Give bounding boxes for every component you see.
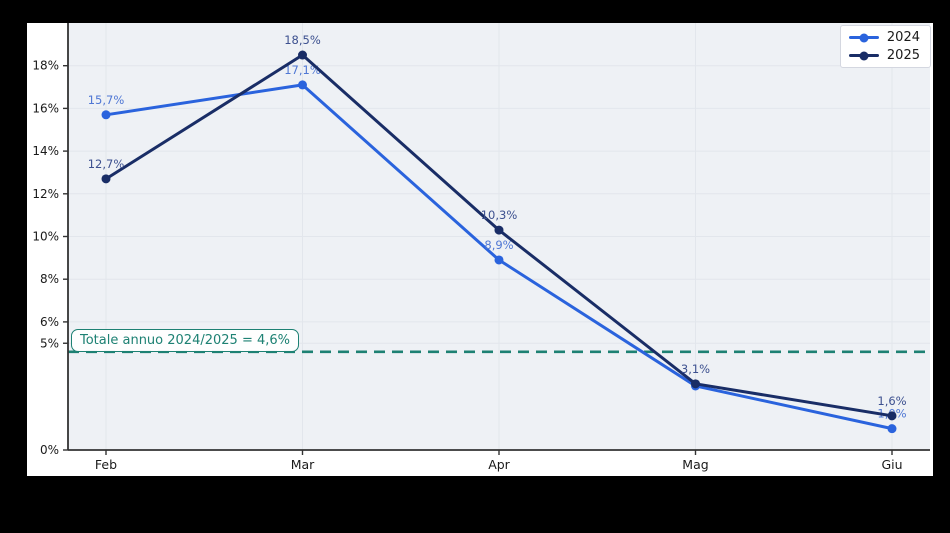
y-tick-label: 18% xyxy=(32,59,59,73)
x-tick-label: Mar xyxy=(291,457,315,472)
x-tick-label: Feb xyxy=(95,457,117,472)
x-tick-label: Giu xyxy=(881,457,902,472)
legend-item-2025: 2025 xyxy=(848,48,920,63)
legend-item-2024: 2024 xyxy=(848,30,920,45)
line-chart: 15,7%17,1%8,9%1,0%12,7%18,5%10,3%3,1%1,6… xyxy=(32,23,930,472)
y-tick-label: 16% xyxy=(32,101,59,115)
x-tick-label: Mag xyxy=(682,457,708,472)
data-point-2024 xyxy=(494,255,504,265)
point-label-2024: 8,9% xyxy=(484,238,513,252)
point-label-2024: 15,7% xyxy=(88,93,125,107)
legend-line-swatch xyxy=(848,33,879,42)
y-tick-label: 12% xyxy=(32,187,59,201)
point-label-2025: 3,1% xyxy=(681,362,710,376)
legend-label: 2024 xyxy=(886,30,920,45)
point-label-2025: 10,3% xyxy=(481,208,518,222)
data-point-2025 xyxy=(691,379,700,389)
data-point-2024 xyxy=(101,110,111,120)
y-tick-label: 5% xyxy=(40,336,59,350)
y-tick-label: 8% xyxy=(40,272,59,286)
legend-line-swatch xyxy=(848,51,879,60)
chart-figure: 15,7%17,1%8,9%1,0%12,7%18,5%10,3%3,1%1,6… xyxy=(27,23,933,476)
point-label-2024: 17,1% xyxy=(284,63,321,77)
x-tick-label: Apr xyxy=(488,457,510,472)
point-label-2025: 1,6% xyxy=(877,394,906,408)
data-point-2024 xyxy=(887,424,897,434)
y-tick-label: 10% xyxy=(32,230,59,244)
data-point-2025 xyxy=(101,174,111,184)
threshold-annotation: Totale annuo 2024/2025 = 4,6% xyxy=(71,329,299,352)
y-tick-label: 0% xyxy=(40,443,59,457)
point-label-2025: 12,7% xyxy=(88,157,125,171)
data-point-2025 xyxy=(494,225,504,235)
data-point-2025 xyxy=(298,50,307,60)
y-tick-label: 6% xyxy=(40,315,59,329)
legend-label: 2025 xyxy=(886,48,920,63)
data-point-2025 xyxy=(887,411,897,421)
legend-marker-dot xyxy=(859,33,869,42)
legend: 2024 2025 xyxy=(839,25,931,68)
point-label-2025: 18,5% xyxy=(284,33,321,47)
y-tick-label: 14% xyxy=(32,144,59,158)
data-point-2024 xyxy=(298,80,307,90)
legend-marker-dot xyxy=(859,51,869,60)
